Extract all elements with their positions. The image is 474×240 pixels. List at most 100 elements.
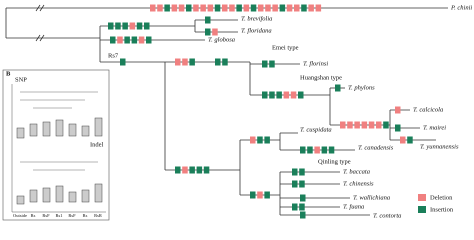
insertion-marker bbox=[301, 4, 307, 12]
insertion-marker bbox=[131, 36, 138, 44]
legend-swatch bbox=[418, 206, 426, 213]
taxon: T. canadensis bbox=[358, 144, 394, 151]
category-label: RsF bbox=[68, 213, 76, 218]
taxon: T. chinensis bbox=[343, 180, 374, 187]
insertion-marker bbox=[189, 58, 195, 66]
phylogeny bbox=[5, 4, 448, 216]
deletion-marker bbox=[212, 28, 218, 36]
insertion-marker bbox=[383, 121, 389, 129]
deletion-marker bbox=[376, 121, 382, 129]
deletion-marker bbox=[229, 4, 235, 12]
insertion-marker bbox=[205, 16, 211, 24]
insertion-marker bbox=[222, 58, 228, 66]
deletion-marker bbox=[200, 4, 206, 12]
category-label: RsF bbox=[42, 213, 50, 218]
insertion-marker bbox=[300, 194, 306, 202]
insertion-marker bbox=[264, 191, 270, 199]
legend-label: Deletion bbox=[430, 194, 453, 201]
deletion-marker bbox=[182, 58, 188, 66]
deletion-marker bbox=[308, 4, 314, 12]
category-label: Rs1 bbox=[55, 213, 62, 218]
panel-label: B bbox=[6, 70, 11, 77]
axis-label: SNP bbox=[15, 76, 27, 83]
insertion-marker bbox=[110, 36, 116, 44]
deletion-marker bbox=[354, 121, 360, 129]
insertion-marker bbox=[328, 146, 335, 154]
taxon: T. calcicola bbox=[413, 106, 443, 113]
insertion-marker bbox=[269, 91, 275, 99]
category-label: Rs bbox=[83, 213, 88, 218]
deletion-marker bbox=[315, 4, 322, 12]
deletion-marker bbox=[150, 4, 156, 12]
insertion-marker bbox=[335, 84, 341, 92]
figure: P. chinii T. brevifolia T. floridana T. … bbox=[2, 4, 472, 221]
type-label: Qinling type bbox=[318, 158, 351, 165]
taxon: T. floridana bbox=[241, 27, 272, 34]
insertion-marker bbox=[175, 166, 181, 174]
insertion-marker bbox=[250, 4, 257, 12]
taxon: T. phylons bbox=[348, 84, 375, 91]
insertion-marker bbox=[108, 22, 114, 30]
insertion-marker bbox=[115, 22, 121, 30]
taxon: T. wallichiana bbox=[353, 194, 390, 201]
insertion-marker bbox=[407, 136, 413, 144]
insertion-marker bbox=[262, 91, 268, 99]
taxon: T. baccata bbox=[343, 168, 370, 175]
deletion-marker bbox=[129, 22, 136, 30]
deletion-marker bbox=[347, 121, 353, 129]
deletion-marker bbox=[283, 91, 290, 99]
category-label: Outside bbox=[13, 213, 27, 218]
insertion-marker bbox=[250, 191, 256, 199]
insertion-marker bbox=[298, 91, 304, 99]
insertion-marker bbox=[321, 146, 328, 154]
deletion-marker bbox=[395, 106, 401, 114]
indel-markers bbox=[108, 4, 413, 219]
insertion-marker bbox=[203, 166, 210, 174]
deletion-marker bbox=[157, 4, 163, 12]
deletion-marker bbox=[207, 4, 214, 12]
deletion-marker bbox=[175, 58, 181, 66]
insertion-marker bbox=[257, 136, 263, 144]
insertion-marker bbox=[189, 166, 195, 174]
deletion-marker bbox=[182, 166, 188, 174]
axis-label: Indel bbox=[90, 141, 104, 148]
insertion-marker bbox=[144, 22, 150, 30]
insertion-marker bbox=[205, 28, 211, 36]
insertion-marker bbox=[264, 136, 270, 144]
deletion-marker bbox=[368, 121, 375, 129]
deletion-marker bbox=[314, 146, 320, 154]
insertion-marker bbox=[124, 36, 130, 44]
type-label: Huangshan type bbox=[300, 74, 342, 81]
category-label: RsR bbox=[94, 213, 102, 218]
insertion-marker bbox=[395, 124, 401, 132]
insertion-marker bbox=[120, 58, 126, 66]
taxon: P. chinii bbox=[450, 4, 472, 11]
deletion-marker bbox=[257, 191, 263, 199]
deletion-marker bbox=[243, 4, 250, 12]
deletion-marker bbox=[265, 4, 271, 12]
insertion-marker bbox=[236, 4, 242, 12]
deletion-marker bbox=[272, 4, 278, 12]
insertion-marker bbox=[146, 36, 152, 44]
taxon: T. yunnanensis bbox=[420, 143, 459, 150]
legend-label: Insertion bbox=[430, 206, 454, 213]
insertion-marker bbox=[276, 91, 282, 99]
taxon: T. mairei bbox=[423, 124, 446, 131]
insertion-marker bbox=[292, 203, 298, 211]
deletion-marker bbox=[258, 4, 264, 12]
deletion-marker bbox=[400, 136, 406, 144]
insertion-marker bbox=[299, 180, 305, 188]
deletion-marker bbox=[290, 91, 297, 99]
insertion-marker bbox=[186, 4, 192, 12]
deletion-marker bbox=[294, 4, 300, 12]
insertion-marker bbox=[214, 4, 221, 12]
insertion-marker bbox=[262, 60, 268, 68]
deletion-marker bbox=[340, 121, 346, 129]
legend-swatch bbox=[418, 194, 426, 201]
deletion-marker bbox=[286, 4, 293, 12]
insertion-marker bbox=[307, 146, 313, 154]
insertion-marker bbox=[300, 211, 306, 219]
inset: B SNP Indel Outside Rs RsF Rs1 RsF Rs RsR bbox=[2, 69, 110, 221]
insertion-marker bbox=[269, 60, 275, 68]
insertion-marker bbox=[292, 180, 298, 188]
